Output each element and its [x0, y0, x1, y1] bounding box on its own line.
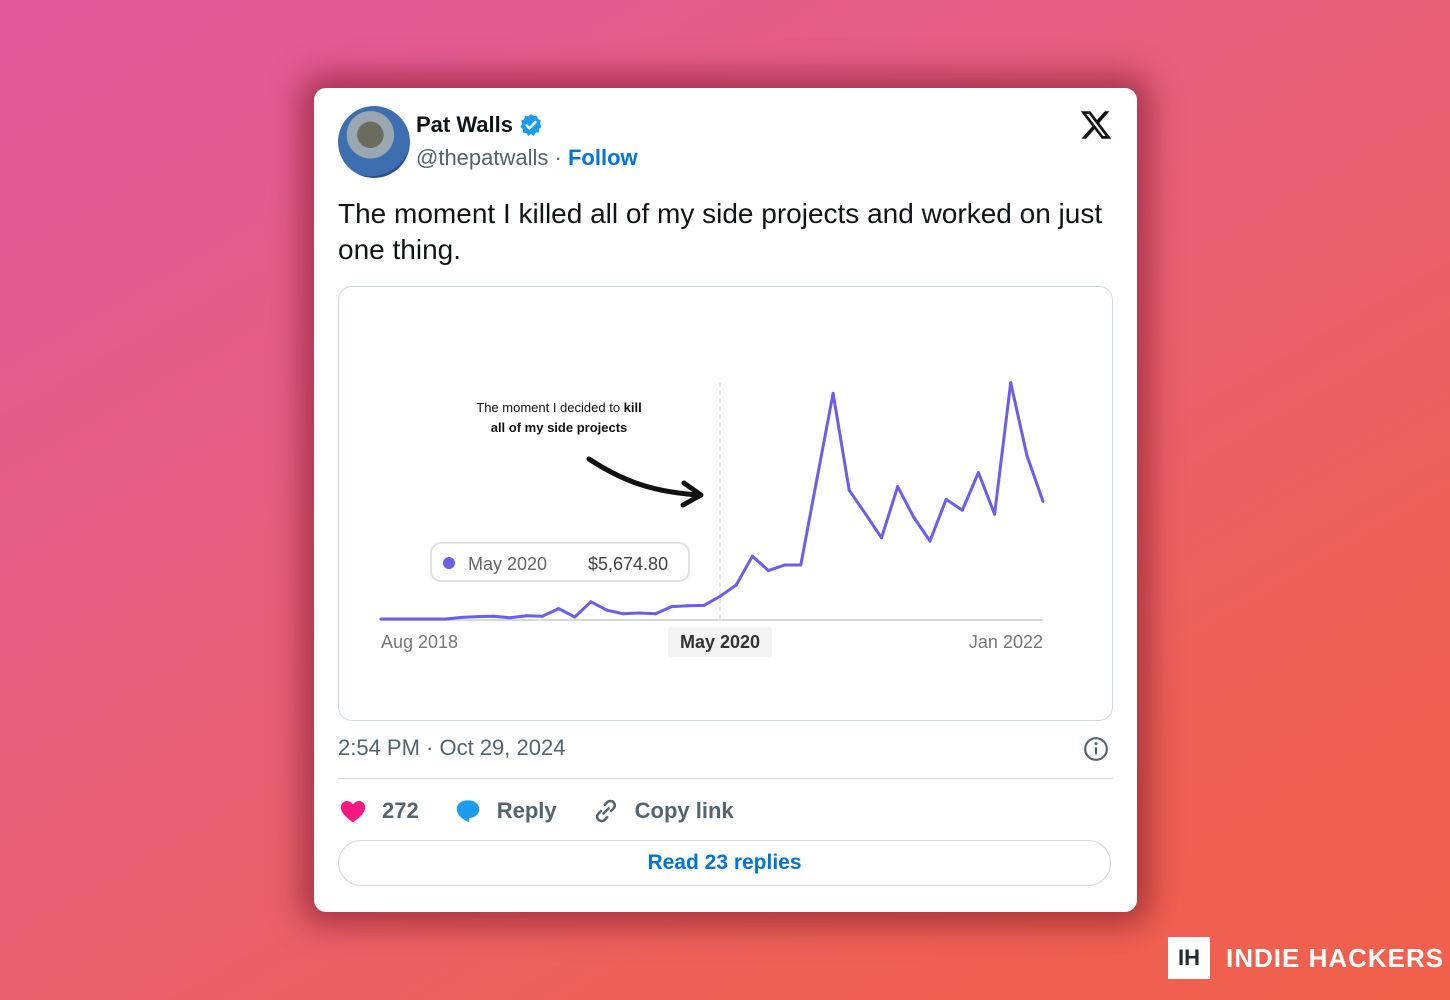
author-name[interactable]: Pat Walls [416, 112, 513, 137]
data-point-2021-10 [993, 512, 997, 516]
data-point-2019-06 [540, 614, 544, 618]
data-point-2018-08 [379, 617, 383, 621]
data-point-2019-07 [557, 607, 561, 611]
data-point-2019-01 [460, 615, 464, 619]
data-point-2021-04 [896, 485, 900, 489]
x-logo-icon[interactable] [1079, 108, 1113, 142]
data-point-2020-11 [815, 477, 819, 481]
tick-label-highlighted: May 2020 [680, 632, 760, 652]
annotation-line-2: all of my side projects [491, 420, 628, 435]
ih-logo-text: INDIE HACKERS [1226, 942, 1445, 973]
data-point-2020-05 [718, 594, 722, 598]
data-point-2021-03 [880, 536, 884, 540]
heart-icon [340, 801, 366, 823]
read-replies-button[interactable]: Read 23 replies [338, 840, 1111, 886]
annotation-line-1: The moment I decided to kill [476, 400, 642, 415]
data-point-2019-11 [621, 612, 625, 616]
data-point-2019-09 [589, 600, 593, 604]
data-point-2018-10 [411, 617, 415, 621]
data-point-2019-02 [476, 615, 480, 619]
verified-badge-icon [520, 114, 542, 136]
tooltip-value: $5,674.80 [588, 554, 668, 574]
reply-button[interactable]: Reply [453, 796, 557, 826]
data-point-2020-07 [750, 554, 754, 558]
author-name-row: Pat Walls [416, 112, 543, 138]
copy-link-button[interactable]: Copy link [591, 796, 734, 826]
data-point-2019-03 [492, 614, 496, 618]
speech-bubble-icon [456, 800, 479, 823]
divider [338, 778, 1113, 779]
data-point-2021-02 [863, 512, 867, 516]
data-point-2021-08 [960, 508, 964, 512]
data-point-2020-02 [670, 605, 674, 609]
data-point-2020-01 [653, 612, 657, 616]
data-point-2019-04 [508, 616, 512, 620]
data-point-2021-06 [928, 539, 932, 543]
data-point-2021-09 [976, 471, 980, 475]
link-icon [595, 799, 616, 823]
separator: · [554, 145, 562, 170]
data-point-2021-01 [847, 488, 851, 492]
handle-row: @thepatwalls · Follow [416, 145, 638, 171]
tick-label-start: Aug 2018 [381, 632, 458, 652]
indie-hackers-logo: IH INDIE HACKERS [1168, 937, 1444, 979]
avatar[interactable] [338, 106, 410, 178]
tweet-card: Pat Walls @thepatwalls · Follow The mome… [314, 88, 1137, 912]
data-point-2022-01 [1041, 499, 1045, 503]
like-button[interactable]: 272 [338, 796, 419, 826]
data-point-2021-12 [1025, 453, 1029, 457]
data-point-2021-07 [944, 497, 948, 501]
data-point-2020-09 [783, 563, 787, 567]
data-point-2019-05 [524, 614, 528, 618]
data-point-2018-11 [427, 617, 431, 621]
tick-label-end: Jan 2022 [969, 632, 1043, 652]
tweet-text: The moment I killed all of my side proje… [338, 198, 1103, 265]
data-point-2020-06 [734, 583, 738, 587]
data-point-2020-03 [686, 604, 690, 608]
data-point-2019-12 [637, 611, 641, 615]
follow-button[interactable]: Follow [567, 145, 638, 170]
tooltip-dot [443, 557, 455, 569]
data-point-2018-12 [444, 617, 448, 621]
chart-image[interactable]: The moment I decided to kill all of my s… [338, 286, 1113, 721]
tooltip-label: May 2020 [468, 554, 547, 574]
series-line [381, 381, 1045, 621]
data-point-2018-09 [395, 617, 399, 621]
info-icon[interactable] [1083, 736, 1109, 762]
arrow-icon [586, 456, 704, 508]
data-point-2020-12 [831, 391, 835, 395]
data-point-2021-11 [1009, 381, 1013, 385]
reply-label: Reply [496, 798, 557, 823]
data-point-2019-08 [573, 615, 577, 619]
data-point-2020-04 [702, 603, 706, 607]
data-point-2020-08 [767, 569, 771, 573]
tooltip: May 2020 $5,674.80 [430, 542, 690, 582]
data-point-2019-10 [605, 608, 609, 612]
ih-logo-box: IH [1168, 937, 1210, 979]
revenue-chart: The moment I decided to kill all of my s… [379, 381, 1045, 657]
copy-link-label: Copy link [634, 798, 734, 823]
action-bar: 272 Reply Copy link [338, 796, 768, 826]
timestamp[interactable]: 2:54 PM · Oct 29, 2024 [338, 735, 566, 760]
like-count: 272 [382, 798, 419, 823]
highlighted-tick-bg [668, 627, 772, 657]
data-point-2021-05 [912, 515, 916, 519]
data-point-2020-10 [799, 563, 803, 567]
handle[interactable]: @thepatwalls [416, 145, 549, 170]
